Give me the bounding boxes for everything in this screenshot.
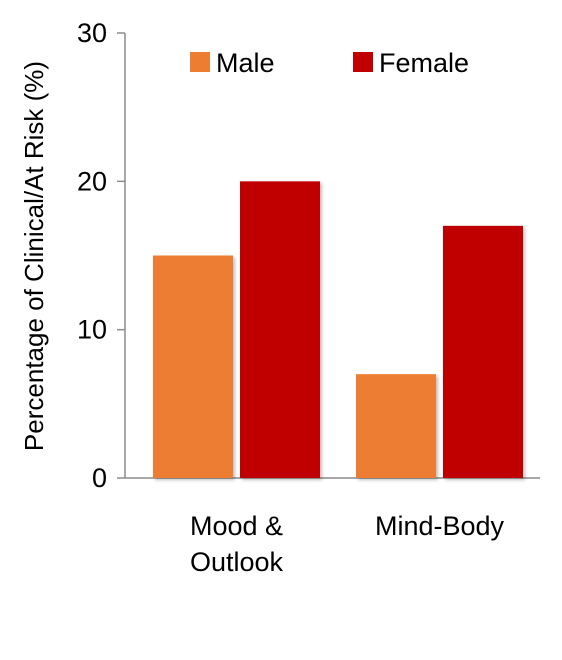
y-tick-label: 10 [77, 315, 107, 345]
bar-male-0 [153, 255, 233, 478]
x-category-label: Mood & Outlook [190, 511, 284, 577]
legend-label-female: Female [379, 48, 469, 78]
bar-male-1 [356, 374, 436, 478]
bar-female-1 [443, 225, 523, 478]
bar-female-0 [240, 181, 320, 479]
y-axis-label: Percentage of Clinical/At Risk (%) [19, 61, 49, 451]
y-tick-label: 0 [92, 463, 107, 493]
plot-area: 0 10 20 30 Mood & Outlook Mind-Body Male Female [77, 18, 540, 577]
legend-swatch-male [190, 52, 210, 72]
y-tick-label: 30 [77, 18, 107, 48]
legend-label-male: Male [216, 48, 275, 78]
y-tick-label: 20 [77, 166, 107, 196]
x-category-label: Mind-Body [375, 511, 505, 541]
legend-swatch-female [353, 52, 373, 72]
